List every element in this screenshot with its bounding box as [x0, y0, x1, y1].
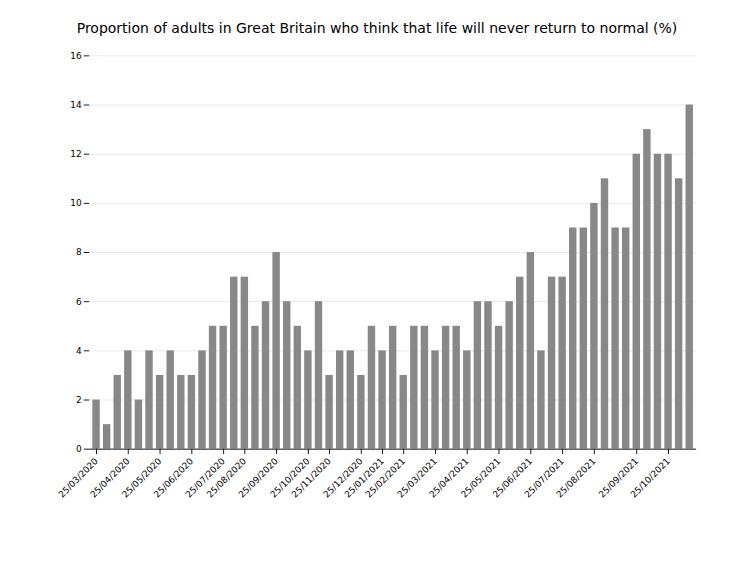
svg-text:10: 10 [70, 198, 82, 208]
svg-text:25/07/2021: 25/07/2021 [522, 456, 566, 500]
svg-text:12: 12 [70, 149, 81, 159]
svg-text:14: 14 [70, 100, 82, 110]
svg-text:25/02/2021: 25/02/2021 [363, 456, 408, 500]
svg-text:25/08/2021: 25/08/2021 [554, 456, 597, 499]
svg-text:4: 4 [76, 346, 82, 356]
svg-text:8: 8 [76, 247, 82, 257]
svg-text:25/12/2020: 25/12/2020 [321, 456, 365, 500]
svg-text:25/03/2021: 25/03/2021 [395, 456, 439, 500]
svg-text:16: 16 [70, 51, 82, 61]
svg-text:25/03/2020: 25/03/2020 [56, 456, 100, 500]
svg-text:6: 6 [76, 297, 82, 307]
svg-text:25/05/2020: 25/05/2020 [120, 456, 164, 500]
svg-text:25/10/2020: 25/10/2020 [268, 456, 312, 500]
svg-text:25/04/2021: 25/04/2021 [427, 456, 471, 500]
svg-text:25/08/2020: 25/08/2020 [204, 456, 249, 500]
svg-text:2: 2 [76, 395, 82, 405]
svg-text:25/10/2021: 25/10/2021 [628, 456, 671, 499]
svg-text:25/01/2021: 25/01/2021 [342, 456, 386, 500]
svg-text:25/05/2021: 25/05/2021 [459, 456, 503, 500]
svg-text:25/04/2020: 25/04/2020 [88, 456, 132, 500]
html-text:Proportion of adults in Great: Proportion of adults in Great Britain wh… [76, 20, 678, 36]
svg-text:25/07/2020: 25/07/2020 [183, 456, 227, 500]
svg-text:25/09/2020: 25/09/2020 [236, 456, 280, 500]
svg-text:25/09/2021: 25/09/2021 [596, 456, 641, 500]
svg-text:25/06/2020: 25/06/2020 [151, 456, 196, 500]
svg-text:25/11/2020: 25/11/2020 [289, 456, 333, 500]
svg-text:0: 0 [76, 444, 82, 454]
svg-text:25/06/2021: 25/06/2021 [490, 456, 535, 500]
